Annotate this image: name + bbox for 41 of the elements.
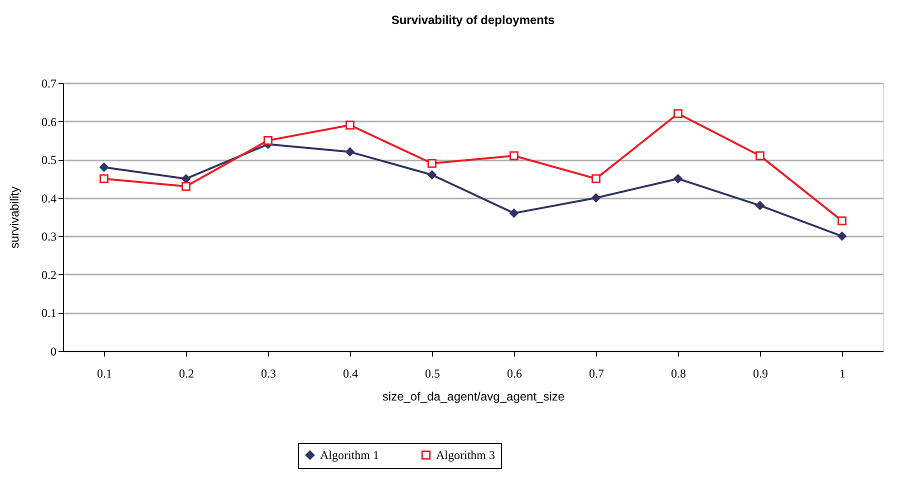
y-tick-label: 0.6 xyxy=(42,114,56,129)
y-tick-label: 0.1 xyxy=(42,306,56,320)
x-tick-label: 0.8 xyxy=(671,366,686,380)
x-tick-label: 1 xyxy=(840,366,846,380)
legend-label: Algorithm 1 xyxy=(320,448,379,462)
point xyxy=(346,147,354,156)
point xyxy=(756,151,764,160)
x-tick-label: 0.1 xyxy=(97,366,112,380)
x-tick-label: 0.6 xyxy=(507,366,522,380)
x-tick-label: 0.7 xyxy=(589,366,604,380)
point xyxy=(100,162,108,172)
x-axis-title: size_of_da_agent/avg_agent_size xyxy=(382,390,565,404)
point xyxy=(182,182,190,191)
y-axis-title: survivability xyxy=(8,186,22,249)
point xyxy=(346,120,354,130)
point xyxy=(428,158,436,168)
x-tick-label: 0.3 xyxy=(261,366,276,380)
x-tick-label: 0.5 xyxy=(425,366,440,380)
y-tick-label: 0.2 xyxy=(42,268,56,282)
point xyxy=(264,136,272,145)
point xyxy=(838,232,846,241)
point xyxy=(428,170,436,180)
x-tick-label: 0.4 xyxy=(343,366,358,380)
point xyxy=(510,208,518,218)
point xyxy=(592,193,600,202)
x-tick-label: 0.2 xyxy=(179,366,194,380)
y-tick-label: 0.3 xyxy=(42,230,56,244)
y-tick-label: 0.4 xyxy=(42,191,56,206)
y-tick-label: 0 xyxy=(50,344,56,358)
point xyxy=(592,174,600,184)
chart-title: Survivability of deployments xyxy=(391,13,556,27)
x-tick-label: 0.9 xyxy=(753,366,768,380)
point xyxy=(674,174,682,184)
y-tick-label: 0.5 xyxy=(42,153,56,168)
point xyxy=(674,109,682,118)
point xyxy=(756,201,764,210)
point xyxy=(100,174,108,184)
legend-label: Algorithm 3 xyxy=(436,448,495,462)
point xyxy=(510,151,518,160)
y-tick-label: 0.7 xyxy=(42,76,56,90)
point xyxy=(838,216,846,226)
